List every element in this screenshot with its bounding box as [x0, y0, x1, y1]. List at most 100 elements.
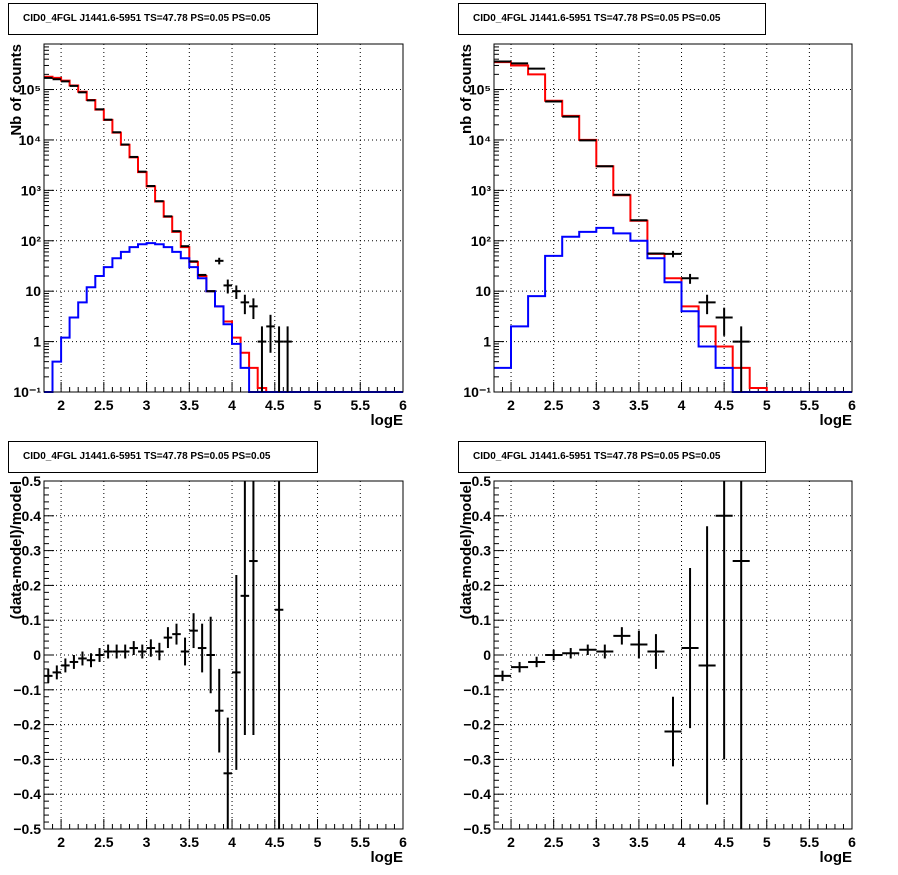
data-point: [613, 627, 631, 645]
plot-frame: [43, 480, 404, 830]
y-tick-label: 0: [483, 647, 491, 663]
y-tick-label: 0: [33, 647, 41, 663]
data-point: [494, 670, 512, 682]
y-tick-label: 0.4: [22, 508, 42, 524]
y-tick-label: −0.3: [13, 751, 41, 767]
y-tick-label: 0.3: [472, 543, 492, 559]
chart-panel-0: 2 2.5 3 3.5 4 4.5 5 5.5 6 10⁻¹ 1 10 10² 10³ 10⁴ 10⁵ logE…: [8, 43, 407, 429]
data-point: [274, 326, 284, 392]
data-point: [223, 279, 233, 294]
data-point: [223, 717, 233, 829]
data-point: [197, 623, 207, 673]
data-point: [214, 257, 224, 265]
x-tick-label: 5: [763, 834, 771, 850]
data-point: [44, 668, 53, 683]
y-tick-label: 10²: [471, 233, 492, 249]
y-tick-label: 1: [483, 334, 491, 350]
data-point: [69, 655, 79, 669]
chart-title-bottom-left: CID0_4FGL J1441.6-5951 TS=47.78 PS=0.05 …: [8, 441, 318, 473]
x-tick-label: 6: [848, 397, 856, 413]
x-tick-label: 4: [678, 397, 686, 413]
data-point: [257, 326, 267, 392]
x-tick-label: 6: [399, 397, 407, 413]
x-axis-label: logE: [820, 849, 853, 866]
data-point: [249, 481, 258, 736]
chart-title-top-right: CID0_4FGL J1441.6-5951 TS=47.78 PS=0.05 …: [458, 3, 766, 35]
x-tick-label: 3: [592, 834, 600, 850]
y-tick-label: 10⁻¹: [13, 384, 41, 400]
x-tick-label: 3: [143, 834, 151, 850]
data-point: [112, 644, 121, 659]
data-point: [511, 661, 529, 673]
data-point: [129, 641, 139, 655]
data-point: [232, 574, 241, 770]
x-tick-label: 2: [57, 834, 65, 850]
data-point: [630, 630, 648, 659]
x-tick-label: 2: [507, 834, 515, 850]
y-tick-label: 0.5: [472, 473, 492, 489]
data-point: [647, 634, 665, 669]
plot-frame: [43, 43, 404, 393]
x-tick-label: 2: [57, 397, 65, 413]
chart-title-bottom-right: CID0_4FGL J1441.6-5951 TS=47.78 PS=0.05 …: [458, 441, 766, 473]
y-tick-label: 0.2: [22, 577, 42, 593]
data-point: [78, 651, 87, 666]
y-tick-label: 10²: [21, 233, 42, 249]
y-axis-label: Nb of counts: [8, 44, 25, 136]
x-tick-label: 3.5: [180, 834, 200, 850]
x-tick-label: 4.5: [265, 834, 285, 850]
data-point: [138, 644, 147, 659]
data-point: [579, 644, 597, 655]
data-point: [240, 294, 250, 315]
y-tick-label: 0.4: [472, 508, 492, 524]
data-point: [274, 481, 284, 829]
data-point: [732, 481, 750, 829]
y-tick-label: −0.4: [13, 786, 41, 802]
x-tick-label: 3.5: [180, 397, 200, 413]
x-tick-label: 4: [678, 834, 686, 850]
source-model-histogram: [44, 242, 403, 393]
x-tick-label: 3.5: [629, 834, 649, 850]
x-tick-label: 2.5: [544, 397, 564, 413]
plot-frame: [493, 43, 853, 393]
data-point: [545, 649, 563, 661]
y-tick-label: 10⁵: [19, 82, 41, 98]
y-tick-label: −0.1: [13, 682, 41, 698]
y-axis-label: nb of counts: [458, 44, 475, 134]
y-tick-label: −0.2: [463, 717, 491, 733]
data-point: [681, 273, 699, 284]
y-tick-label: 10⁵: [469, 82, 491, 98]
y-axis-label: (data-model)/model: [458, 481, 475, 619]
y-tick-label: 1: [33, 334, 41, 350]
data-point: [52, 665, 62, 680]
x-tick-label: 2.5: [94, 397, 114, 413]
data-point: [528, 656, 546, 668]
data-point: [180, 637, 190, 666]
data-point: [664, 696, 682, 767]
y-tick-label: 0.3: [22, 543, 42, 559]
total-model-histogram: [44, 75, 403, 393]
x-tick-label: 5: [763, 397, 771, 413]
y-tick-label: 0.2: [472, 577, 492, 593]
x-tick-label: 4.5: [714, 397, 734, 413]
x-tick-label: 4.5: [714, 834, 734, 850]
x-tick-label: 3.5: [629, 397, 649, 413]
data-point: [95, 648, 104, 662]
data-point: [61, 658, 70, 673]
data-point: [715, 307, 733, 336]
y-tick-label: 0.1: [22, 612, 42, 628]
x-axis-label: logE: [371, 412, 404, 429]
data-point: [240, 481, 250, 736]
x-tick-label: 5: [314, 397, 322, 413]
y-tick-label: −0.5: [463, 821, 491, 837]
data-point: [698, 526, 716, 805]
x-tick-label: 5.5: [800, 397, 820, 413]
x-tick-label: 4: [228, 834, 236, 850]
data-point: [155, 642, 164, 661]
x-tick-label: 6: [399, 834, 407, 850]
total-model-histogram: [494, 61, 852, 393]
y-tick-label: 10⁴: [19, 132, 42, 148]
data-point: [86, 653, 96, 668]
data-point: [172, 623, 181, 645]
